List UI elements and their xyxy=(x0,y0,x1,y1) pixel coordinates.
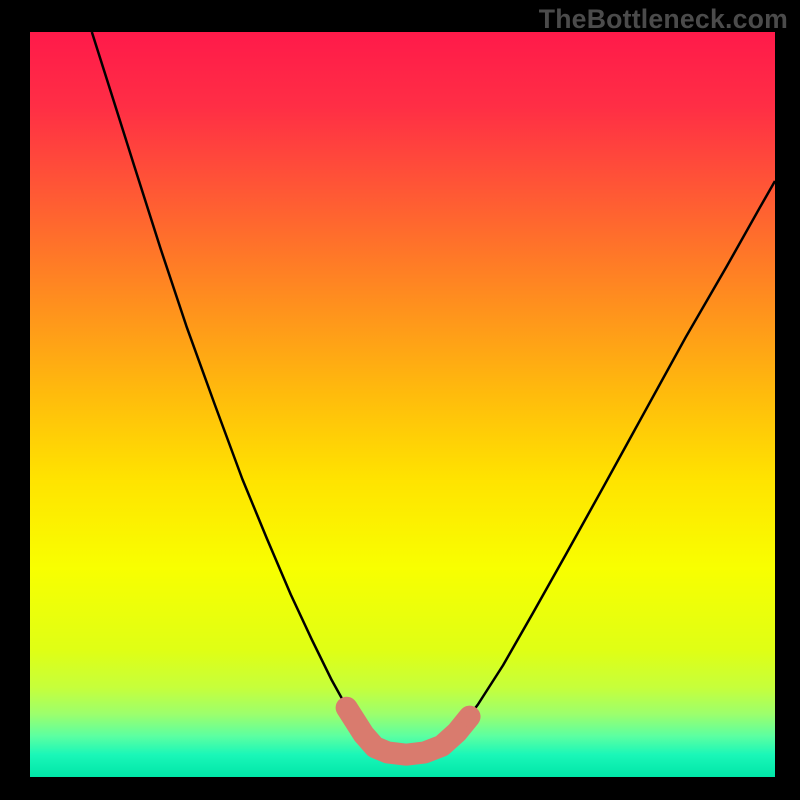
chart-svg xyxy=(0,0,800,800)
watermark-text: TheBottleneck.com xyxy=(539,4,788,35)
plot-background xyxy=(30,32,775,777)
